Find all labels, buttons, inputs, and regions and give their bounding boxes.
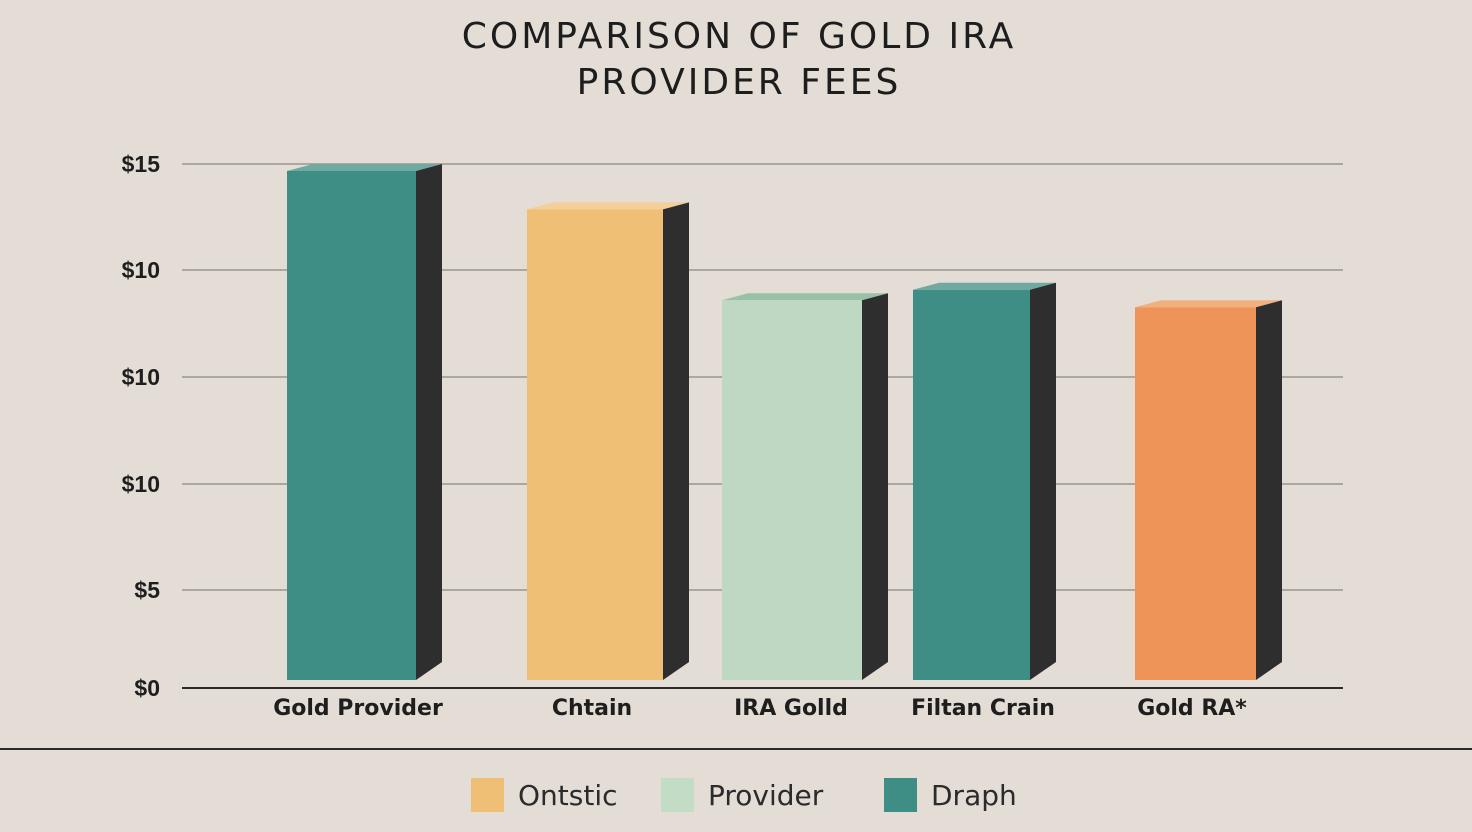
bar-front-face-5 (1135, 307, 1256, 680)
legend-label-1: Ontstic (518, 778, 618, 812)
bar-front-face-3 (722, 300, 862, 680)
legend-swatch-3 (884, 778, 917, 812)
x-category-label-4: Filtan Crain (911, 696, 1055, 721)
y-tick-label-0: $0 (134, 675, 160, 701)
bar-5 (1135, 300, 1282, 680)
legend-swatch-1 (471, 778, 504, 812)
bar-side-face-5 (1256, 300, 1282, 680)
bar-top-face-5 (1135, 300, 1282, 308)
x-category-label-3: IRA Golld (734, 696, 848, 721)
chart-title-line-2: PROVIDER FEES (576, 62, 902, 103)
legend-item-2: Provider (661, 772, 823, 818)
bar-1 (287, 163, 442, 680)
bar-front-face-1 (287, 170, 416, 680)
legend-label-2: Provider (708, 778, 824, 812)
bar-side-face-3 (862, 293, 888, 680)
bar-side-face-4 (1030, 282, 1056, 680)
legend-label-3: Draph (931, 778, 1017, 812)
legend-item-3: Draph (884, 772, 1017, 818)
chart-title: COMPARISON OF GOLD IRA PROVIDER FEES (0, 14, 1472, 106)
y-tick-label-1: $5 (134, 577, 160, 603)
y-tick-label-4: $10 (122, 257, 160, 283)
bar-side-face-2 (663, 202, 689, 680)
bar-top-face-1 (287, 163, 442, 171)
bar-front-face-2 (527, 209, 663, 680)
legend-swatch-2 (661, 778, 694, 812)
bar-side-face-1 (416, 163, 442, 680)
bar-top-face-3 (722, 293, 888, 301)
x-axis-category-labels: Gold Provider Chtain IRA Golld Filtan Crain… (273, 696, 1247, 721)
y-tick-label-3: $10 (122, 364, 160, 390)
chart-title-line-1: COMPARISON OF GOLD IRA (461, 16, 1017, 57)
bar-4 (913, 282, 1056, 680)
legend-divider (0, 748, 1472, 750)
legend-item-1: Ontstic (471, 772, 618, 818)
bar-front-face-4 (913, 289, 1030, 680)
bar-chart: $0 $5 $10 $10 $10 $15 Gold Provider Chtain IRA … (122, 151, 1343, 721)
bar-3 (722, 293, 888, 680)
bars (287, 163, 1282, 680)
bar-top-face-2 (527, 202, 689, 210)
x-category-label-5: Gold RA* (1137, 696, 1247, 721)
y-tick-label-2: $10 (122, 471, 160, 497)
bar-top-face-4 (913, 282, 1056, 290)
x-category-label-2: Chtain (552, 696, 632, 721)
y-tick-label-5: $15 (122, 151, 161, 177)
x-category-label-1: Gold Provider (273, 696, 443, 721)
legend: Ontstic Provider Draph (0, 772, 1472, 822)
y-axis-tick-labels: $0 $5 $10 $10 $10 $15 (122, 151, 161, 701)
bar-2 (527, 202, 689, 680)
